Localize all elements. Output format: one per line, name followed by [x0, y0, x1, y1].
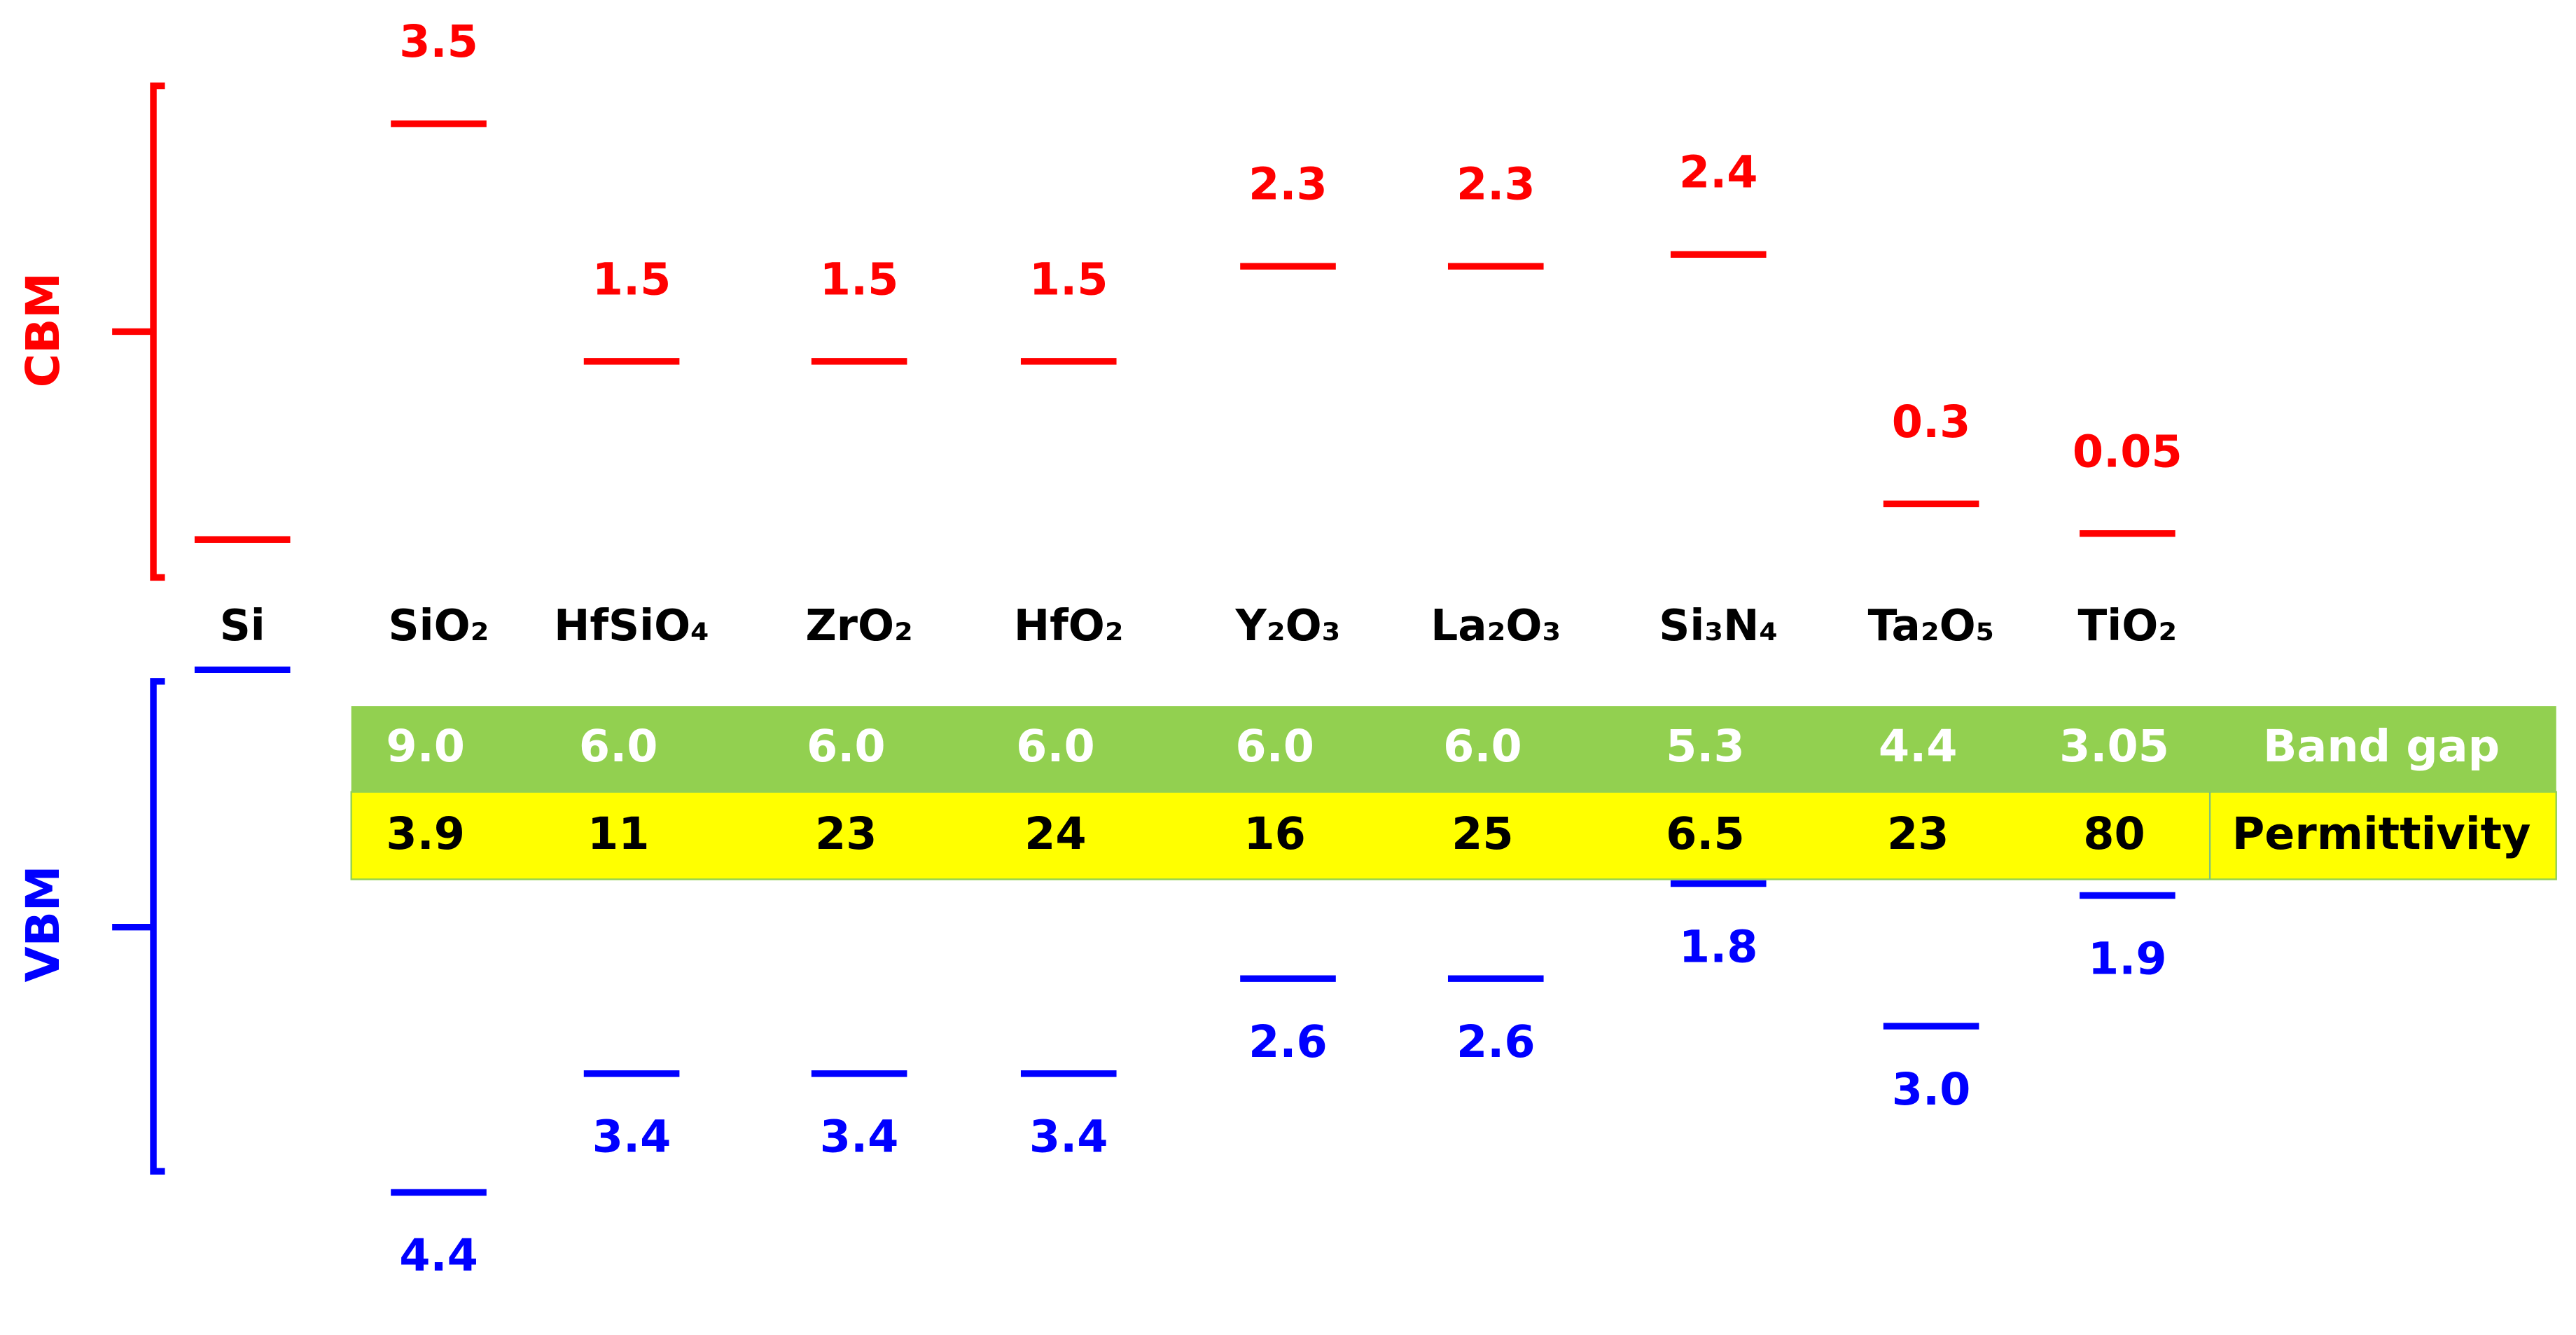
vbm-offset-label: 3.4	[592, 1111, 671, 1163]
material-name: La₂O₃	[1430, 601, 1561, 651]
table-cell: 24	[1024, 808, 1086, 859]
vbm-offset-label: 1.8	[1679, 920, 1758, 972]
table-cell: 6.5	[1666, 808, 1745, 859]
vbm-bracket	[112, 678, 165, 1175]
cbm-offset-label: 1.5	[1029, 253, 1108, 305]
material-name: ZrO₂	[805, 601, 912, 651]
table-cell: 6.0	[579, 720, 658, 772]
band-gap-row	[351, 706, 2556, 792]
table-cell: 23	[1887, 808, 1949, 859]
table-cell: 4.4	[1879, 720, 1958, 772]
material-name: Si₃N₄	[1659, 601, 1778, 651]
cbm-offset-label: 1.5	[592, 253, 671, 305]
table-cell: 3.9	[386, 808, 465, 859]
material-name: TiO₂	[2078, 601, 2178, 651]
table-cell: 25	[1451, 808, 1513, 859]
material-name: Ta₂O₅	[1868, 601, 1995, 651]
cbm-offset-label: 0.3	[1892, 396, 1971, 448]
material-name: Y₂O₃	[1234, 601, 1340, 651]
vbm-offset-label: 3.0	[1892, 1063, 1971, 1115]
vbm-offset-label: 4.4	[399, 1229, 478, 1281]
table-cell: 80	[2083, 808, 2145, 859]
table-cell: 11	[587, 808, 649, 859]
cbm-offset-label: 0.05	[2073, 425, 2182, 477]
material-name: Si	[220, 601, 265, 651]
cbm-label: CBM	[16, 272, 70, 387]
vbm-offset-label: 1.9	[2088, 932, 2167, 984]
table-cell: 6.0	[1016, 720, 1095, 772]
cbm-offset-label: 2.3	[1456, 158, 1536, 210]
vbm-label: VBM	[16, 866, 70, 983]
material-name: HfSiO₄	[554, 601, 709, 651]
vbm-offset-label: 2.6	[1248, 1016, 1328, 1067]
table-cell: 9.0	[386, 720, 465, 772]
cbm-offset-label: 2.3	[1248, 158, 1328, 210]
table-cell: 16	[1244, 808, 1305, 859]
cbm-offset-label: 2.4	[1679, 146, 1758, 198]
table-cell: 6.0	[807, 720, 886, 772]
material-name: HfO₂	[1014, 601, 1124, 651]
cbm-offset-label: 1.5	[820, 253, 899, 305]
cbm-offset-label: 3.5	[399, 15, 478, 67]
row-label: Permittivity	[2232, 808, 2531, 859]
table-cell: 23	[815, 808, 877, 859]
material-name: SiO₂	[389, 601, 489, 651]
cbm-bracket	[112, 82, 165, 581]
table-cell: 5.3	[1666, 720, 1745, 772]
permittivity-row	[350, 791, 2557, 880]
vbm-offset-label: 3.4	[1029, 1111, 1108, 1163]
vbm-offset-label: 2.6	[1456, 1016, 1536, 1067]
table-cell: 3.05	[2059, 720, 2169, 772]
table-cell: 6.0	[1443, 720, 1522, 772]
row-label: Band gap	[2263, 720, 2500, 772]
table-cell: 6.0	[1235, 720, 1314, 772]
vbm-offset-label: 3.4	[820, 1111, 899, 1163]
